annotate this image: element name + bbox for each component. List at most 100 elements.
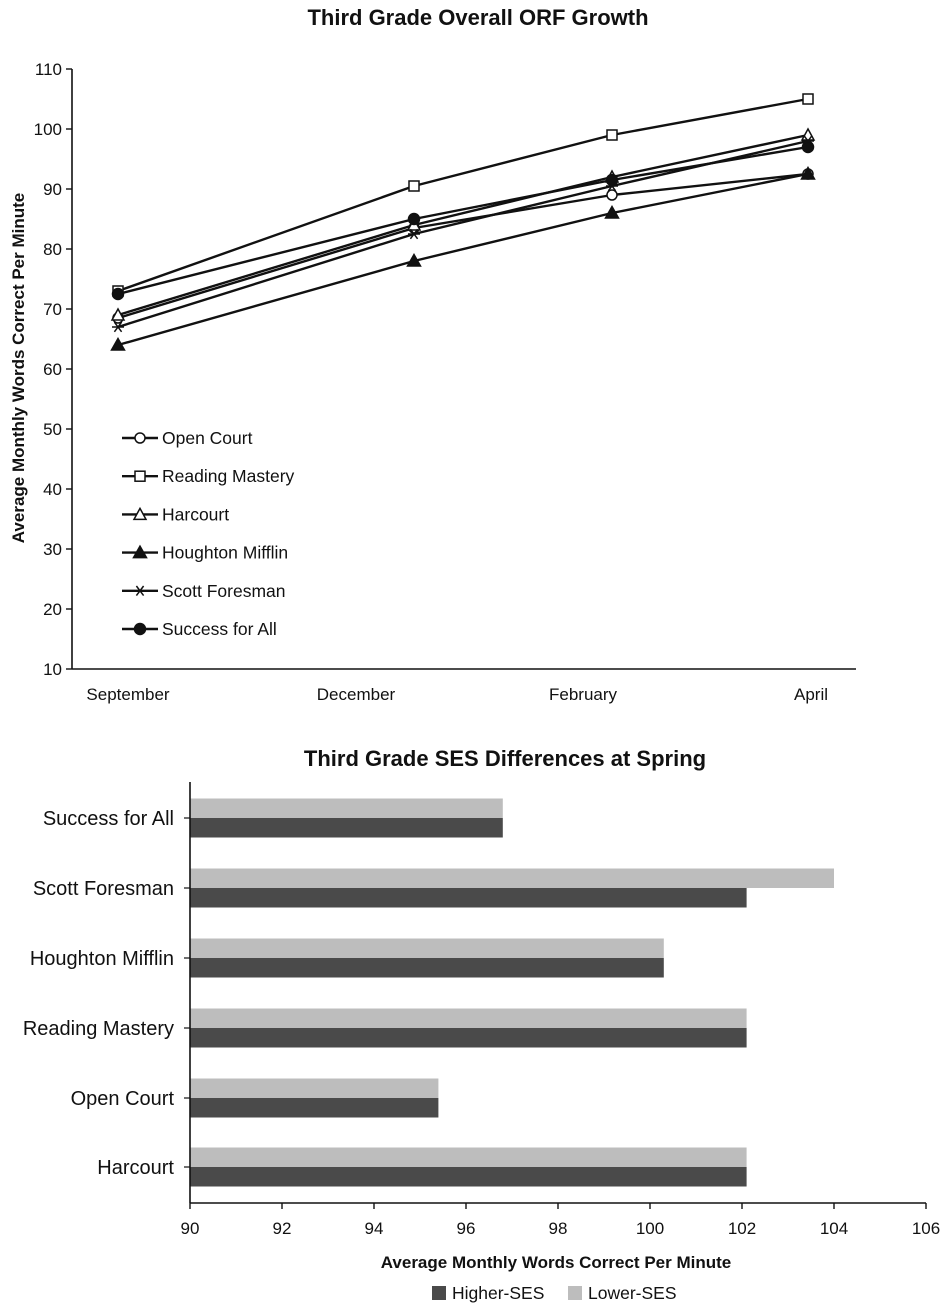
bar-group-houghton-mifflin <box>190 938 664 978</box>
legend-marker-open-court <box>134 432 146 444</box>
point-houghton-mifflin-february <box>604 204 620 219</box>
point-houghton-mifflin-september <box>110 336 126 351</box>
bar-higher-ses-open-court <box>190 1098 439 1118</box>
bar-group-success-for-all <box>190 798 503 838</box>
x-tick-label: 100 <box>636 1219 664 1238</box>
bar-lower-ses-scott-foresman <box>190 868 834 888</box>
y-tick-label: 110 <box>35 60 62 79</box>
legend-item-open-court: Open Court <box>122 428 253 448</box>
bar-group-open-court <box>190 1078 439 1118</box>
legend-marker-reading-mastery <box>134 470 146 482</box>
series-success-for-all <box>111 140 815 301</box>
bar-higher-ses-success-for-all <box>190 818 503 838</box>
legend-label: Reading Mastery <box>162 466 295 486</box>
bar-lower-ses-houghton-mifflin <box>190 938 664 958</box>
series-line-success-for-all <box>117 145 809 296</box>
bar-chart-legend: Higher-SES Lower-SES <box>432 1283 677 1303</box>
legend-item-lower-ses: Lower-SES <box>568 1283 677 1303</box>
legend-label: Lower-SES <box>588 1283 677 1303</box>
series-line-harcourt <box>117 133 809 317</box>
point-reading-mastery-december <box>408 180 420 192</box>
line-chart-y-axis-title: Average Monthly Words Correct Per Minute <box>9 193 28 543</box>
x-tick-label: 94 <box>365 1219 384 1238</box>
bar-chart-x-axis-title: Average Monthly Words Correct Per Minute <box>381 1253 731 1272</box>
point-reading-mastery-february <box>606 129 618 141</box>
category-label-houghton-mifflin: Houghton Mifflin <box>30 948 174 970</box>
legend-marker-scott-foresman <box>134 585 146 597</box>
bar-group-scott-foresman <box>190 868 834 908</box>
point-reading-mastery-april <box>802 93 814 105</box>
bar-chart-title: Third Grade SES Differences at Spring <box>304 746 706 771</box>
legend-label: Harcourt <box>162 504 229 524</box>
bar-chart-category-labels: Success for All Scott Foresman Houghton Mi… <box>23 808 190 1179</box>
bar-chart-x-ticks: 90 92 94 96 98 100 102 104 106 <box>181 1203 940 1238</box>
legend-item-higher-ses: Higher-SES <box>432 1283 544 1303</box>
y-tick-label: 20 <box>43 600 62 619</box>
bar-lower-ses-success-for-all <box>190 798 503 818</box>
legend-item-harcourt: Harcourt <box>122 504 229 524</box>
point-scott-foresman-september <box>112 321 124 333</box>
point-houghton-mifflin-december <box>406 252 422 267</box>
x-tick-label: 102 <box>728 1219 756 1238</box>
point-success-for-all-december <box>407 212 421 226</box>
y-tick-label: 60 <box>43 360 62 379</box>
legend-item-success-for-all: Success for All <box>122 619 277 639</box>
y-tick-label: 10 <box>43 660 62 679</box>
series-line-reading-mastery <box>117 97 809 293</box>
line-chart-y-ticks: 10 20 30 40 50 60 70 80 90 100 110 <box>34 60 72 679</box>
bar-higher-ses-houghton-mifflin <box>190 958 664 978</box>
series-line-houghton-mifflin <box>117 172 809 347</box>
legend-label: Scott Foresman <box>162 581 286 601</box>
category-label-harcourt: Harcourt <box>97 1157 174 1179</box>
bar-chart-bars <box>190 798 834 1187</box>
line-chart-series <box>110 93 816 351</box>
legend-item-houghton-mifflin: Houghton Mifflin <box>122 543 288 563</box>
legend-item-scott-foresman: Scott Foresman <box>122 581 286 601</box>
line-chart-legend: Open Court Reading Mastery Harcourt Houghto… <box>122 428 295 639</box>
category-label-success-for-all: Success for All <box>43 808 174 830</box>
point-success-for-all-april <box>801 140 815 154</box>
x-tick-label: 104 <box>820 1219 848 1238</box>
x-tick-label: 92 <box>273 1219 292 1238</box>
legend-label: Higher-SES <box>452 1283 544 1303</box>
point-harcourt-april <box>800 127 816 141</box>
bar-group-reading-mastery <box>190 1008 747 1048</box>
point-success-for-all-september <box>111 287 125 301</box>
bar-higher-ses-scott-foresman <box>190 888 747 908</box>
x-tick-label-february: February <box>549 685 618 704</box>
legend-marker-success-for-all <box>133 622 147 636</box>
legend-marker-harcourt <box>132 506 148 521</box>
x-tick-label: 98 <box>549 1219 568 1238</box>
y-tick-label: 70 <box>43 300 62 319</box>
category-label-scott-foresman: Scott Foresman <box>33 878 174 900</box>
bar-lower-ses-harcourt <box>190 1147 747 1167</box>
y-tick-label: 90 <box>43 180 62 199</box>
category-label-open-court: Open Court <box>71 1088 175 1110</box>
y-tick-label: 100 <box>34 120 62 139</box>
bar-higher-ses-harcourt <box>190 1167 747 1187</box>
series-scott-foresman <box>112 135 814 333</box>
bar-higher-ses-reading-mastery <box>190 1028 747 1048</box>
bar-lower-ses-open-court <box>190 1078 439 1098</box>
legend-item-reading-mastery: Reading Mastery <box>122 466 295 486</box>
line-chart-title: Third Grade Overall ORF Growth <box>307 5 648 30</box>
line-chart: Third Grade Overall ORF Growth Average M… <box>9 5 856 704</box>
bar-group-harcourt <box>190 1147 747 1187</box>
y-tick-label: 50 <box>43 420 62 439</box>
line-chart-x-ticks: September December February April <box>86 685 828 704</box>
point-scott-foresman-december-stroke <box>409 228 419 240</box>
legend-swatch <box>568 1286 582 1300</box>
x-tick-label-september: September <box>86 685 169 704</box>
point-scott-foresman-september-stroke <box>113 321 123 333</box>
y-tick-label: 80 <box>43 240 62 259</box>
y-tick-label: 30 <box>43 540 62 559</box>
legend-label: Houghton Mifflin <box>162 543 288 563</box>
category-label-reading-mastery: Reading Mastery <box>23 1018 174 1040</box>
point-open-court-february <box>606 189 618 201</box>
series-houghton-mifflin <box>110 165 816 351</box>
legend-swatch <box>432 1286 446 1300</box>
x-tick-label-december: December <box>317 685 396 704</box>
y-tick-label: 40 <box>43 480 62 499</box>
legend-label: Open Court <box>162 428 253 448</box>
